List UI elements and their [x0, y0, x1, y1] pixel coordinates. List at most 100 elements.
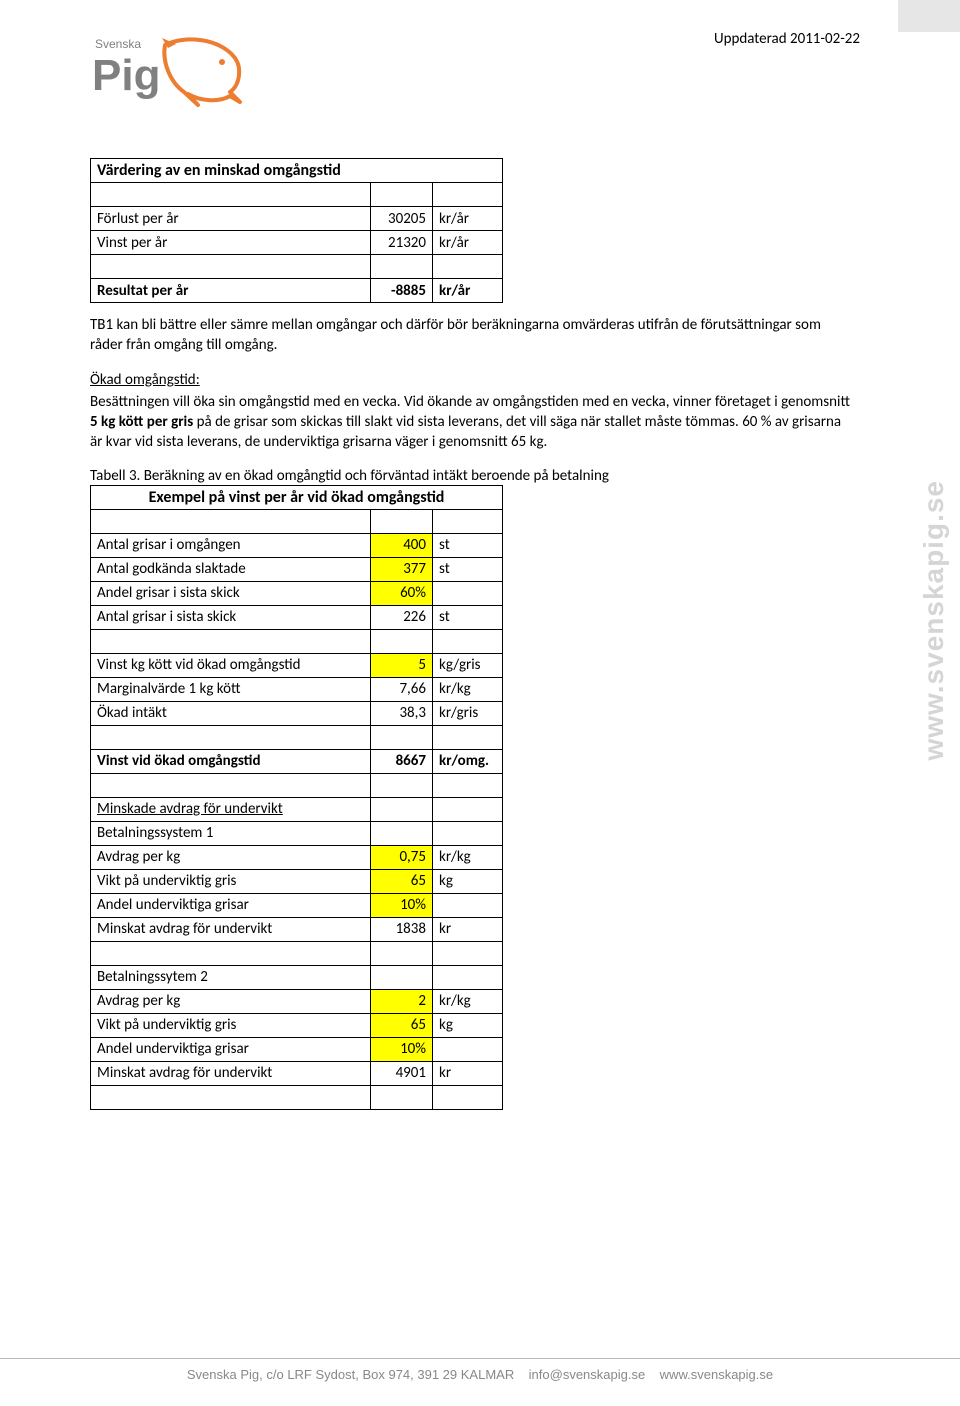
- table-row: Vinst per år 21320 kr/år: [91, 231, 503, 255]
- table-row: Vikt på underviktig gris65kg: [91, 1013, 503, 1037]
- row-label: Minskade avdrag för undervikt: [91, 797, 371, 821]
- logo: Svenska Pig: [90, 30, 265, 118]
- row-value: 0,75: [371, 845, 433, 869]
- row-value: 10%: [371, 1037, 433, 1061]
- row-label: Minskat avdrag för undervikt: [91, 1061, 371, 1085]
- row-label: Marginalvärde 1 kg kött: [91, 677, 371, 701]
- row-unit: st: [433, 557, 503, 581]
- tabell3-caption: Tabell 3. Beräkning av en ökad omgångtid…: [90, 467, 870, 485]
- table-row: Minskade avdrag för undervikt: [91, 797, 503, 821]
- row-unit: [433, 1037, 503, 1061]
- row-label: Vinst vid ökad omgångstid: [91, 749, 371, 773]
- row-value: 65: [371, 869, 433, 893]
- row-value: 10%: [371, 893, 433, 917]
- row-value: 2: [371, 989, 433, 1013]
- table-row: Ökad intäkt38,3kr/gris: [91, 701, 503, 725]
- row-label: Förlust per år: [91, 207, 371, 231]
- row-unit: kr/år: [433, 207, 503, 231]
- row-value: [371, 797, 433, 821]
- footer-email: info@svenskapig.se: [529, 1367, 646, 1382]
- table-row: Antal godkända slaktade377st: [91, 557, 503, 581]
- row-label: Andel underviktiga grisar: [91, 893, 371, 917]
- row-unit: kg: [433, 1013, 503, 1037]
- row-unit: kr/kg: [433, 989, 503, 1013]
- row-label: Antal grisar i omgången: [91, 533, 371, 557]
- table3-title: Exempel på vinst per år vid ökad omgångs…: [91, 485, 503, 509]
- row-unit: kr: [433, 917, 503, 941]
- row-unit: kr/år: [433, 279, 503, 303]
- table-vardering: Värdering av en minskad omgångstid Förlu…: [90, 158, 503, 303]
- bold-row: Vinst vid ökad omgångstid8667kr/omg.: [91, 749, 503, 773]
- row-unit: kg/gris: [433, 653, 503, 677]
- table-row: Andel underviktiga grisar10%: [91, 893, 503, 917]
- row-label: Betalningssystem 1: [91, 821, 371, 845]
- row-unit: kg: [433, 869, 503, 893]
- footer-url: www.svenskapig.se: [660, 1367, 773, 1382]
- table-row: Antal grisar i omgången400st: [91, 533, 503, 557]
- header: Svenska Pig Uppdaterad 2011-02-22: [90, 30, 870, 118]
- row-unit: [433, 797, 503, 821]
- table-row: Förlust per år 30205 kr/år: [91, 207, 503, 231]
- row-value: 60%: [371, 581, 433, 605]
- updated-date: Uppdaterad 2011-02-22: [714, 30, 860, 48]
- table-row: Minskat avdrag för undervikt4901kr: [91, 1061, 503, 1085]
- table-row: Vikt på underviktig gris65kg: [91, 869, 503, 893]
- row-unit: kr/kg: [433, 677, 503, 701]
- table-row: Andel grisar i sista skick60%: [91, 581, 503, 605]
- row-unit: kr: [433, 1061, 503, 1085]
- row-label: Vinst per år: [91, 231, 371, 255]
- vertical-brand: www.svenskapig.se: [918, 480, 950, 761]
- table-exempel: Exempel på vinst per år vid ökad omgångs…: [90, 485, 503, 1110]
- table-row: Minskat avdrag för undervikt1838kr: [91, 917, 503, 941]
- footer-address: Svenska Pig, c/o LRF Sydost, Box 974, 39…: [187, 1367, 514, 1382]
- row-label: Vikt på underviktig gris: [91, 869, 371, 893]
- table-row: Antal grisar i sista skick226st: [91, 605, 503, 629]
- logo-text-top: Svenska: [95, 37, 141, 51]
- row-value: 21320: [371, 231, 433, 255]
- row-value: [371, 821, 433, 845]
- table-row: Betalningssystem 1: [91, 821, 503, 845]
- row-label: Resultat per år: [91, 279, 371, 303]
- table-row: Avdrag per kg0,75kr/kg: [91, 845, 503, 869]
- logo-text-main: Pig: [92, 51, 160, 100]
- table-row: Betalningssytem 2: [91, 965, 503, 989]
- row-label: Minskat avdrag för undervikt: [91, 917, 371, 941]
- row-value: 400: [371, 533, 433, 557]
- row-value: 1838: [371, 917, 433, 941]
- row-unit: kr/år: [433, 231, 503, 255]
- row-label: Antal godkända slaktade: [91, 557, 371, 581]
- paragraph-2: Besättningen vill öka sin omgångstid med…: [90, 392, 850, 453]
- row-unit: [433, 821, 503, 845]
- row-value: 5: [371, 653, 433, 677]
- row-value: 38,3: [371, 701, 433, 725]
- result-row: Resultat per år -8885 kr/år: [91, 279, 503, 303]
- table-row: Marginalvärde 1 kg kött7,66kr/kg: [91, 677, 503, 701]
- row-unit: [433, 965, 503, 989]
- pig-icon: [164, 39, 240, 105]
- row-value: [371, 965, 433, 989]
- row-label: Avdrag per kg: [91, 989, 371, 1013]
- row-unit: kr/omg.: [433, 749, 503, 773]
- footer: Svenska Pig, c/o LRF Sydost, Box 974, 39…: [0, 1358, 960, 1382]
- gray-strip: [898, 0, 960, 32]
- row-label: Vikt på underviktig gris: [91, 1013, 371, 1037]
- row-unit: [433, 581, 503, 605]
- page-content: Svenska Pig Uppdaterad 2011-02-22 Värder…: [0, 0, 960, 1110]
- row-label: Andel grisar i sista skick: [91, 581, 371, 605]
- row-unit: st: [433, 533, 503, 557]
- row-label: Ökad intäkt: [91, 701, 371, 725]
- row-value: 7,66: [371, 677, 433, 701]
- row-value: 8667: [371, 749, 433, 773]
- heading-okad: Ökad omgångstid:: [90, 370, 850, 390]
- row-value: 4901: [371, 1061, 433, 1085]
- row-unit: kr/kg: [433, 845, 503, 869]
- row-value: 65: [371, 1013, 433, 1037]
- row-label: Andel underviktiga grisar: [91, 1037, 371, 1061]
- row-unit: st: [433, 605, 503, 629]
- paragraph-1: TB1 kan bli bättre eller sämre mellan om…: [90, 315, 850, 356]
- row-value: 30205: [371, 207, 433, 231]
- row-value: -8885: [371, 279, 433, 303]
- row-label: Vinst kg kött vid ökad omgångstid: [91, 653, 371, 677]
- table1-title: Värdering av en minskad omgångstid: [91, 159, 503, 183]
- row-label: Antal grisar i sista skick: [91, 605, 371, 629]
